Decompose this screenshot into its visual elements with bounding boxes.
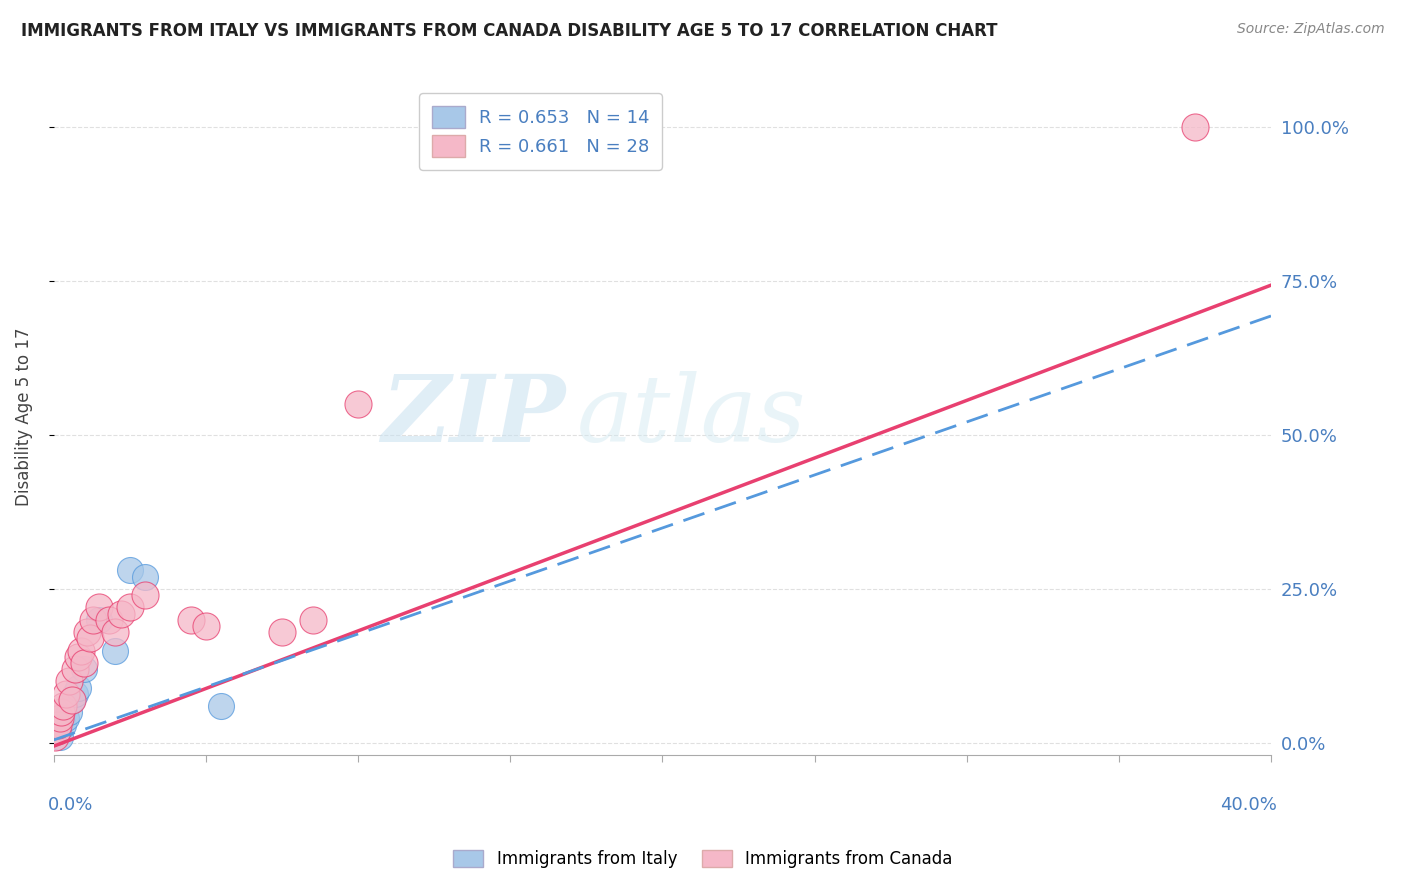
Text: ZIP: ZIP [381, 371, 565, 461]
Point [104, 625, 127, 640]
Point [180, 613, 202, 627]
Point [118, 564, 141, 578]
Point [55, 711, 77, 725]
Point [134, 588, 156, 602]
Text: 40.0%: 40.0% [1220, 796, 1277, 814]
Point [63, 687, 86, 701]
Point [301, 613, 323, 627]
Point [104, 643, 127, 657]
Point [82, 613, 104, 627]
Point [76, 625, 98, 640]
Point [97, 613, 120, 627]
Point [73, 656, 96, 670]
Text: Source: ZipAtlas.com: Source: ZipAtlas.com [1237, 22, 1385, 37]
Point [49, 711, 72, 725]
Point [195, 619, 218, 633]
Point [118, 600, 141, 615]
Point [347, 397, 370, 411]
Point [55, 687, 77, 701]
Point [51, 705, 73, 719]
Point [58, 674, 80, 689]
Point [44, 730, 66, 744]
Legend: R = 0.653   N = 14, R = 0.661   N = 28: R = 0.653 N = 14, R = 0.661 N = 28 [419, 94, 662, 169]
Point [89, 613, 111, 627]
Point [52, 717, 75, 731]
Point [110, 607, 132, 621]
Point [60, 693, 83, 707]
Legend: Immigrants from Italy, Immigrants from Canada: Immigrants from Italy, Immigrants from C… [447, 843, 959, 875]
Y-axis label: Disability Age 5 to 17: Disability Age 5 to 17 [15, 327, 32, 506]
Point [67, 649, 90, 664]
Text: IMMIGRANTS FROM ITALY VS IMMIGRANTS FROM CANADA DISABILITY AGE 5 TO 17 CORRELATI: IMMIGRANTS FROM ITALY VS IMMIGRANTS FROM… [21, 22, 998, 40]
Point [89, 600, 111, 615]
Point [67, 681, 90, 695]
Point [48, 717, 70, 731]
Point [63, 662, 86, 676]
Point [60, 693, 83, 707]
Point [209, 699, 232, 714]
Point [58, 705, 80, 719]
Text: atlas: atlas [578, 371, 807, 461]
Point [45, 723, 67, 738]
Point [45, 723, 67, 738]
Point [271, 625, 294, 640]
Point [79, 632, 101, 646]
Point [49, 730, 72, 744]
Point [1184, 120, 1206, 134]
Point [52, 699, 75, 714]
Point [73, 662, 96, 676]
Point [134, 569, 156, 583]
Point [70, 643, 93, 657]
Text: 0.0%: 0.0% [48, 796, 93, 814]
